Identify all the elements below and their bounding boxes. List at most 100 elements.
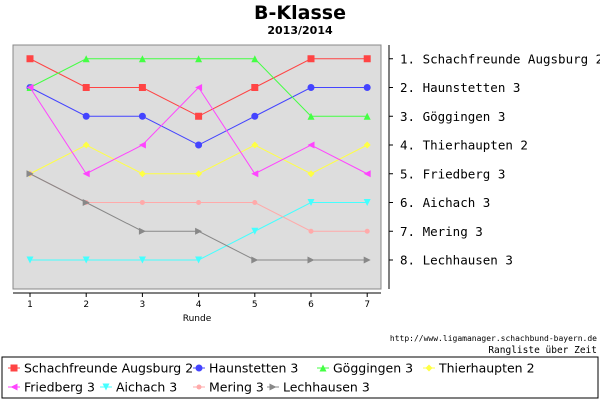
data-point [195, 256, 203, 264]
legend-item-thierhaupten-2: Thierhaupten 2 [423, 361, 535, 376]
x-tick-label: 5 [252, 300, 258, 310]
legend-marker [269, 383, 277, 391]
data-point [251, 112, 259, 120]
legend-item-goggingen-3: Göggingen 3 [317, 361, 413, 376]
legend-marker [425, 364, 433, 372]
data-point [82, 84, 90, 91]
legend-marker [10, 364, 18, 372]
rank-label: 8. Lechhausen 3 [400, 253, 513, 268]
x-tick-label: 6 [308, 300, 314, 310]
data-point [251, 170, 259, 178]
series-lechhausen-3 [26, 170, 371, 264]
chart-subtitle: 2013/2014 [267, 24, 333, 37]
legend-item-lechhausen-3: Lechhausen 3 [267, 380, 370, 395]
legend-item-haunstetten-3: Haunstetten 3 [193, 361, 298, 376]
data-point [138, 256, 146, 264]
data-point [363, 55, 371, 63]
data-point [363, 141, 371, 149]
data-point [82, 199, 90, 206]
rank-label: 6. Aichach 3 [400, 195, 490, 210]
x-tick-label: 7 [364, 300, 370, 310]
data-point [82, 55, 90, 63]
data-point [196, 200, 202, 205]
x-axis-label: Runde [183, 314, 212, 324]
x-tick-label: 4 [196, 300, 202, 310]
data-point [82, 256, 90, 264]
rank-label: 1. Schachfreunde Augsburg 2 [400, 51, 600, 66]
legend-item-friedberg-3: Friedberg 3 [8, 380, 95, 395]
data-point [139, 200, 145, 205]
data-point [251, 84, 259, 91]
data-point [138, 141, 146, 149]
data-point [307, 112, 315, 120]
data-point [195, 170, 203, 178]
series-schachfreunde-augsburg-2 [26, 55, 371, 120]
chart-title: B-Klasse [254, 2, 346, 24]
data-point [26, 256, 34, 264]
x-tick-label: 1 [27, 300, 33, 310]
data-point [363, 256, 371, 264]
legend-item-schachfreunde-augsburg-2: Schachfreunde Augsburg 2 [8, 361, 193, 376]
data-point [195, 84, 203, 91]
source-url: http://www.ligamanager.schachbund-bayern… [390, 334, 597, 343]
series-layer [26, 55, 371, 264]
data-point [307, 55, 315, 63]
data-point [195, 55, 203, 63]
legend-label: Göggingen 3 [333, 361, 413, 376]
legend-label: Friedberg 3 [24, 380, 95, 395]
data-point [307, 256, 315, 264]
data-point [138, 170, 146, 178]
data-point [195, 227, 203, 235]
data-point [251, 256, 259, 264]
series-friedberg-3 [26, 84, 371, 178]
legend-label: Aichach 3 [116, 380, 177, 395]
data-point [195, 112, 203, 120]
rank-label: 4. Thierhaupten 2 [400, 138, 528, 153]
data-point [82, 141, 90, 149]
legend-marker [10, 383, 18, 391]
data-point [251, 227, 259, 235]
data-point [363, 170, 371, 178]
legend-label: Haunstetten 3 [209, 361, 298, 376]
rank-label: 5. Friedberg 3 [400, 166, 505, 181]
data-point [26, 170, 34, 178]
x-tick-label: 3 [140, 300, 146, 310]
x-tick-label: 2 [83, 300, 89, 310]
legend: Schachfreunde Augsburg 2 Haunstetten 3 Gög… [8, 361, 535, 395]
legend-marker [319, 364, 327, 372]
rank-label: 7. Mering 3 [400, 224, 483, 239]
legend-label: Schachfreunde Augsburg 2 [24, 361, 193, 376]
series-aichach-3 [26, 199, 371, 264]
legend-label: Lechhausen 3 [283, 380, 370, 395]
data-point [307, 199, 315, 206]
data-point [82, 170, 90, 178]
legend-item-mering-3: Mering 3 [193, 380, 264, 395]
data-point [307, 84, 315, 91]
data-point [26, 84, 34, 91]
legend-label: Thierhaupten 2 [438, 361, 535, 376]
data-point [307, 141, 315, 149]
data-point [138, 84, 146, 91]
legend-box [1, 356, 599, 399]
data-point [363, 112, 371, 120]
legend-marker [196, 384, 202, 390]
rank-label: 2. Haunstetten 3 [400, 80, 520, 95]
data-point [364, 228, 370, 234]
data-point [138, 112, 146, 120]
data-point [138, 55, 146, 63]
data-point [252, 200, 258, 205]
legend-item-aichach-3: Aichach 3 [100, 380, 177, 395]
x-axis: 1 2 3 4 5 6 7 [13, 292, 381, 310]
legend-label: Mering 3 [209, 380, 264, 395]
data-point [308, 228, 314, 234]
plot-area [12, 44, 382, 290]
data-point [251, 55, 259, 63]
data-point [82, 112, 90, 120]
chart-caption: Rangliste über Zeit [488, 345, 597, 356]
rank-axis: 1. Schachfreunde Augsburg 2 2. Haunstette… [388, 45, 600, 289]
data-point [307, 170, 315, 178]
data-point [138, 227, 146, 235]
data-point [195, 141, 203, 149]
data-point [363, 199, 371, 206]
